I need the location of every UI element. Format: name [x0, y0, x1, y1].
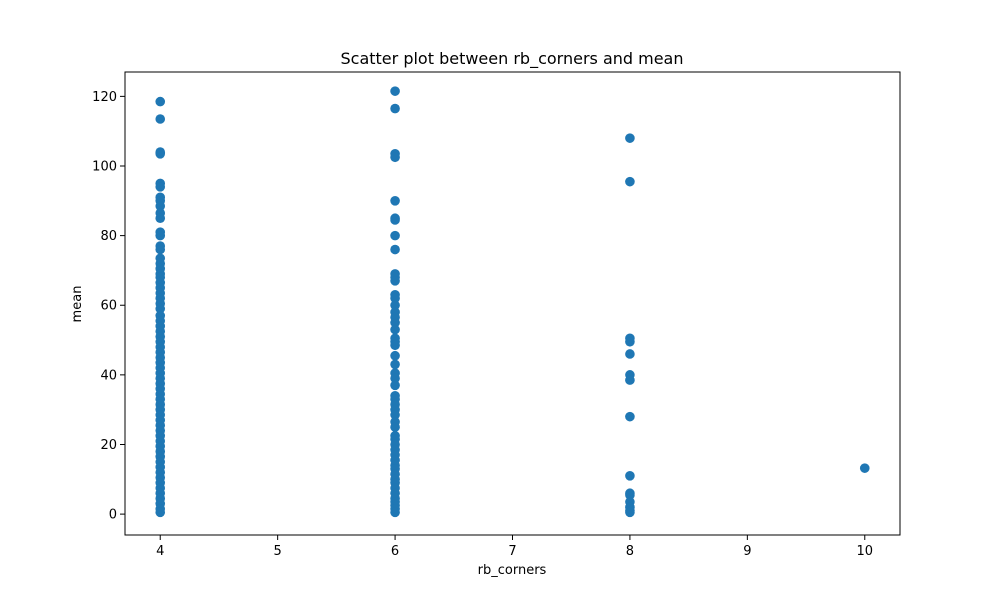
scatter-point	[625, 507, 635, 518]
axes-frame	[124, 71, 901, 536]
scatter-point	[390, 230, 400, 241]
scatter-point	[390, 317, 400, 328]
scatter-point	[390, 215, 400, 225]
scatter-point	[390, 340, 400, 351]
scatter-point	[390, 410, 400, 420]
x-tick-label: 8	[626, 544, 634, 559]
x-tick-label: 9	[743, 544, 751, 559]
scatter-point	[625, 471, 635, 481]
scatter-point	[390, 103, 400, 114]
x-tick-label: 4	[156, 544, 164, 559]
y-axis-label: mean	[70, 286, 85, 323]
scatter-point	[390, 244, 400, 255]
y-tick-label: 100	[92, 159, 117, 174]
scatter-point	[390, 350, 400, 361]
y-tick-label: 80	[100, 229, 117, 244]
scatter-point	[390, 507, 400, 518]
scatter-point	[625, 375, 635, 385]
scatter-point	[390, 86, 400, 96]
scatter-point	[390, 276, 400, 286]
y-tick-label: 20	[100, 438, 117, 453]
scatter-point	[155, 96, 166, 107]
y-tick-label: 120	[92, 90, 117, 105]
scatter-point	[155, 182, 166, 192]
scatter-point	[625, 336, 635, 347]
scatter-point	[390, 300, 400, 311]
chart-title: Scatter plot between rb_corners and mean	[341, 49, 684, 69]
scatter-point	[390, 422, 400, 432]
scatter-point	[390, 293, 400, 304]
scatter-point	[155, 114, 166, 124]
scatter-point	[625, 133, 635, 143]
plot-area	[155, 86, 870, 518]
y-tick-label: 0	[109, 508, 117, 523]
scatter-point	[859, 463, 870, 473]
x-axis-label: rb_corners	[478, 563, 547, 578]
x-tick-label: 5	[274, 544, 282, 559]
scatter-point	[390, 152, 400, 163]
scatter-point	[390, 380, 400, 391]
scatter-point	[390, 196, 400, 206]
x-tick-label: 10	[856, 544, 873, 559]
scatter-point	[390, 324, 400, 335]
scatter-point	[625, 176, 635, 187]
x-tick-label: 6	[391, 544, 399, 559]
x-tick-label: 7	[508, 544, 516, 559]
scatter-point	[390, 373, 400, 384]
y-tick-label: 40	[100, 368, 117, 383]
scatter-point	[155, 213, 166, 224]
x-axis: 4 5 6 7 8 9 10	[156, 535, 873, 559]
y-axis: 0 20 40 60 80 100 120	[92, 90, 125, 523]
scatter-point	[155, 230, 166, 241]
scatter-point	[155, 303, 166, 314]
scatter-point	[155, 244, 166, 255]
scatter-point	[625, 490, 635, 500]
scatter-point	[625, 349, 635, 359]
scatter-point	[155, 201, 166, 211]
scatter-point	[155, 507, 166, 518]
scatter-point	[155, 149, 166, 159]
scatter-point	[625, 411, 635, 422]
y-tick-label: 60	[100, 299, 117, 314]
scatter-point	[390, 359, 400, 370]
